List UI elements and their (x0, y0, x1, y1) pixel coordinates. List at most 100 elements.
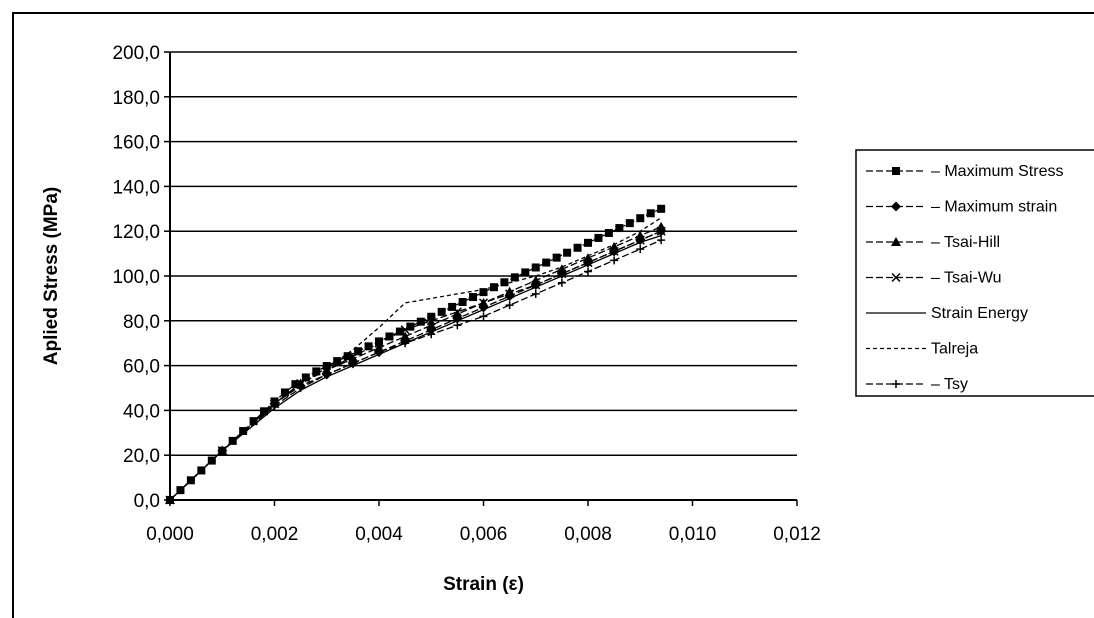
data-point (249, 417, 258, 426)
data-point (615, 224, 624, 233)
data-point (609, 246, 619, 256)
series-group-4 (169, 235, 662, 501)
data-point (270, 401, 279, 410)
data-point (531, 263, 540, 272)
y-tick-label: 160,0 (112, 133, 160, 154)
data-point (552, 253, 561, 262)
data-point (395, 327, 404, 336)
data-point (646, 209, 655, 218)
data-point (657, 236, 666, 245)
x-tick-label: 0,004 (355, 524, 403, 545)
series-line (169, 217, 662, 501)
data-point (322, 370, 331, 379)
legend-label: – Tsai-Hill (931, 234, 1000, 251)
data-point (636, 214, 645, 223)
data-point (531, 280, 541, 290)
data-point (280, 388, 289, 397)
data-point (479, 312, 488, 321)
y-tick-label: 180,0 (112, 88, 160, 109)
data-point (375, 337, 383, 346)
data-point (510, 273, 519, 282)
data-point (531, 289, 540, 298)
data-point (625, 219, 634, 228)
data-point (656, 226, 666, 236)
data-point (573, 243, 582, 252)
data-point (657, 204, 666, 213)
data-point (521, 268, 530, 277)
data-point (557, 278, 566, 287)
legend-label: – Maximum Stress (931, 163, 1063, 180)
data-point (563, 248, 572, 257)
y-tick-label: 0,0 (134, 491, 160, 512)
x-tick-label: 0,008 (564, 524, 612, 545)
y-tick-label: 80,0 (123, 312, 160, 333)
series-line (169, 208, 662, 501)
legend-label: Strain Energy (931, 305, 1028, 322)
data-point (452, 309, 463, 319)
data-point (448, 302, 457, 311)
y-tick-label: 120,0 (112, 222, 160, 243)
x-tick-label: 0,006 (460, 524, 508, 545)
data-point (291, 380, 300, 389)
legend-marker (892, 380, 900, 388)
data-point (636, 245, 645, 254)
legend-label: Talreja (931, 341, 978, 358)
data-point (583, 258, 593, 268)
legend-marker (891, 237, 901, 246)
data-point (312, 367, 321, 376)
data-point (375, 348, 383, 357)
data-point (427, 312, 436, 321)
y-tick-label: 20,0 (123, 446, 160, 467)
data-point (489, 283, 498, 292)
legend-box (855, 149, 1094, 397)
series-line (169, 235, 662, 501)
data-point (301, 373, 310, 382)
data-point (406, 322, 415, 331)
data-point (401, 339, 410, 348)
data-point (400, 331, 411, 341)
data-point (635, 235, 645, 245)
series-line (169, 239, 662, 501)
data-point (584, 238, 592, 247)
data-point (469, 293, 478, 302)
data-point (479, 288, 488, 297)
data-point (218, 446, 227, 455)
series-group-5 (169, 217, 662, 501)
data-point (426, 316, 436, 326)
data-point (296, 384, 305, 392)
legend-label: – Tsai-Wu (931, 270, 1002, 287)
data-point (453, 321, 462, 330)
x-tick-label: 0,010 (669, 524, 717, 545)
series-line (169, 230, 662, 501)
data-point (347, 353, 358, 363)
series-line (169, 226, 662, 501)
data-point (260, 407, 269, 416)
series-group-0 (166, 204, 666, 504)
y-axis-title: Aplied Stress (MPa) (41, 187, 62, 365)
y-tick-label: 100,0 (112, 267, 160, 288)
data-point (542, 258, 551, 267)
x-tick-label: 0,002 (251, 524, 299, 545)
y-tick-label: 60,0 (123, 357, 160, 378)
x-tick-label: 0,000 (146, 524, 194, 545)
legend-marker (891, 201, 901, 212)
y-tick-label: 140,0 (112, 177, 160, 198)
data-point (400, 325, 410, 335)
legend-label: – Maximum strain (931, 199, 1057, 216)
data-point (478, 298, 489, 308)
data-point (385, 332, 394, 341)
data-point (343, 352, 352, 361)
data-point (656, 221, 667, 231)
data-point (239, 427, 248, 436)
chart-frame (12, 12, 1094, 618)
data-point (348, 352, 358, 362)
data-point (437, 307, 446, 316)
data-point (348, 359, 357, 368)
data-point (452, 307, 462, 317)
data-point (374, 338, 384, 348)
data-point (610, 256, 619, 265)
data-point (426, 320, 437, 330)
data-point (604, 228, 613, 237)
x-axis-title: Strain (ε) (443, 574, 524, 595)
